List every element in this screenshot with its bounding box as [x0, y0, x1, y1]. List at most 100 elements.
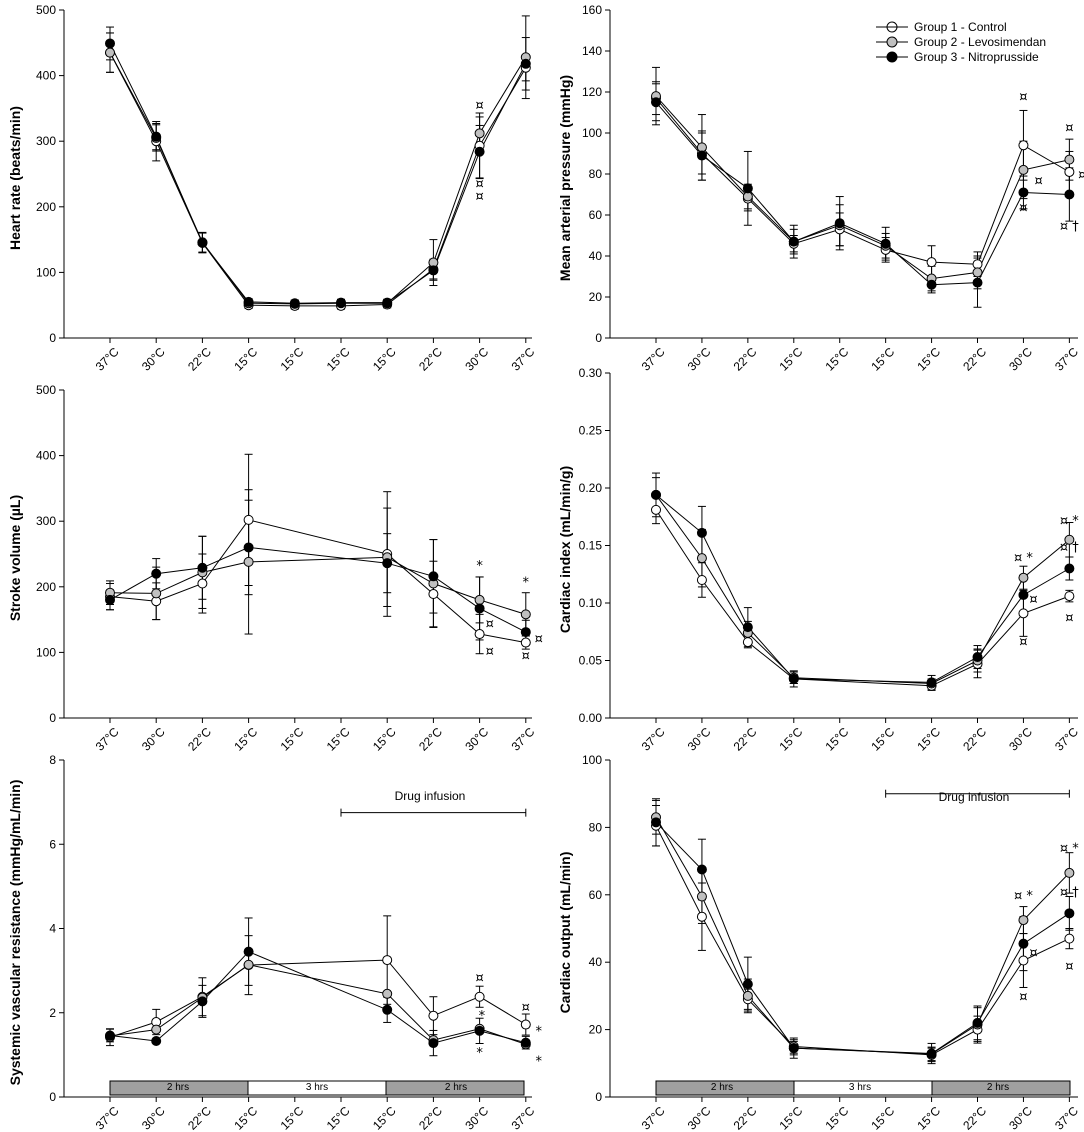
data-point-series-1	[1064, 933, 1075, 944]
significance-marker: ¤ *	[1014, 889, 1033, 904]
x-tick-label: 30°C	[1006, 1104, 1035, 1132]
y-tick-label: 60	[589, 208, 603, 222]
data-point-series-3	[651, 97, 661, 108]
x-tick-label: 30°C	[685, 345, 714, 374]
x-tick-label: 22°C	[185, 345, 214, 374]
y-tick-label: 100	[36, 645, 56, 659]
data-point-series-2	[1064, 867, 1075, 878]
series-line-3	[109, 951, 526, 1044]
y-tick-label: 120	[582, 85, 602, 99]
x-tick-label: 15°C	[278, 345, 307, 374]
phase-bar-blocks-2	[655, 1080, 1071, 1096]
y-tick-label: 0	[49, 1090, 56, 1104]
x-tick-label: 37°C	[93, 725, 122, 754]
y-tick-label: 100	[36, 265, 56, 279]
y-tick-label: 400	[36, 69, 56, 83]
series-line-2	[655, 494, 1070, 685]
x-tick-label: 30°C	[1006, 725, 1035, 754]
data-point-series-3	[651, 817, 661, 828]
phase-label: 3 hrs	[306, 1082, 328, 1093]
legend-label-nitroprusside: Group 3 - Nitroprusside	[914, 50, 1039, 64]
significance-marker: ¤	[475, 98, 483, 113]
x-tick-label: 15°C	[324, 1104, 353, 1132]
x-tick-label: 22°C	[416, 1104, 445, 1132]
y-tick-label: 20	[589, 290, 603, 304]
drug-infusion-right: Drug infusion	[939, 790, 1010, 804]
legend-marker-levosimendan	[886, 36, 898, 48]
significance-marker: ¤	[475, 971, 483, 986]
significance-marker: ¤	[1034, 174, 1042, 189]
legend-marker-nitroprusside	[886, 51, 898, 63]
y-tick-label: 40	[589, 955, 603, 969]
x-tick-label: 15°C	[914, 345, 943, 374]
phase-label: 2 hrs	[167, 1082, 189, 1093]
x-tick-label: 22°C	[185, 725, 214, 754]
y-axis-title: Stroke volume (µL)	[7, 495, 23, 621]
data-point-series-2	[1064, 154, 1075, 165]
x-tick-label: 30°C	[462, 725, 491, 754]
significance-marker: ¤ †	[1060, 541, 1079, 556]
x-tick-label: 37°C	[93, 345, 122, 374]
x-tick-label: 37°C	[1052, 345, 1081, 374]
significance-marker: ¤	[1029, 946, 1037, 961]
significance-marker: ¤	[535, 632, 543, 647]
phase-bar-blocks-1	[109, 1080, 525, 1096]
data-point-series-2	[742, 191, 753, 202]
data-point-series-3	[696, 150, 707, 161]
data-point-series-3	[382, 1004, 393, 1015]
x-tick-label: 22°C	[731, 725, 760, 754]
y-tick-label: 0	[595, 1090, 602, 1104]
chart-panel-4: 0.00 0.05 0.10 0.15 0.20 0.25 0.30 37°C 30°C 22°C…	[557, 366, 1081, 754]
y-tick-label: 140	[582, 44, 602, 58]
series-line-3	[109, 43, 527, 304]
x-tick-label: 15°C	[370, 1104, 399, 1132]
significance-marker: *	[479, 1009, 486, 1024]
series-line-1	[655, 825, 1070, 1056]
x-tick-label: 22°C	[960, 345, 989, 374]
data-point-series-2	[696, 553, 707, 564]
data-point-series-2	[1018, 164, 1029, 175]
phase-bar-right: 2 hrs 3 hrs 2 hrs	[711, 1082, 1009, 1093]
y-tick-label: 20	[589, 1023, 603, 1037]
significance-marker: ¤	[1019, 90, 1027, 105]
series-line-1	[655, 97, 1070, 265]
y-tick-label: 0.20	[579, 481, 603, 495]
data-point-series-2	[243, 556, 254, 567]
data-point-series-2	[972, 267, 983, 278]
phase-label: 3 hrs	[849, 1082, 871, 1093]
data-point-series-2	[474, 594, 485, 605]
data-point-series-2	[243, 959, 254, 970]
x-tick-label: 37°C	[639, 345, 668, 374]
x-tick-label: 15°C	[822, 345, 851, 374]
data-point-series-1	[520, 637, 531, 648]
data-point-series-3	[788, 673, 799, 684]
data-point-series-3	[1064, 563, 1075, 574]
data-point-series-2	[742, 990, 753, 1001]
legend-label-control: Group 1 - Control	[914, 20, 1007, 34]
data-point-series-1	[474, 991, 485, 1002]
data-point-series-1	[696, 575, 707, 585]
significance-marker: ¤	[486, 644, 494, 659]
x-tick-label: 37°C	[509, 1104, 538, 1132]
data-point-series-3	[1018, 938, 1029, 949]
data-point-series-1	[1018, 955, 1029, 966]
y-tick-label: 6	[49, 837, 56, 851]
y-tick-label: 2	[49, 1006, 56, 1020]
data-point-series-1	[197, 578, 208, 589]
series-line-3	[655, 101, 1070, 286]
data-point-series-3	[742, 183, 753, 194]
data-point-series-1	[382, 955, 393, 966]
x-tick-label: 15°C	[231, 725, 260, 754]
y-tick-label: 500	[36, 3, 56, 17]
significance-marker: *	[476, 559, 483, 574]
x-tick-label: 15°C	[231, 345, 260, 374]
significance-marker: ¤ *	[1060, 842, 1079, 857]
x-tick-label: 15°C	[868, 345, 897, 374]
data-point-series-3	[151, 1035, 162, 1046]
data-point-series-3	[834, 218, 845, 229]
y-tick-label: 4	[49, 922, 56, 936]
y-tick-label: 160	[582, 3, 602, 17]
x-tick-label: 15°C	[822, 725, 851, 754]
data-point-series-3	[1018, 589, 1029, 600]
significance-marker: ¤	[1019, 990, 1027, 1005]
